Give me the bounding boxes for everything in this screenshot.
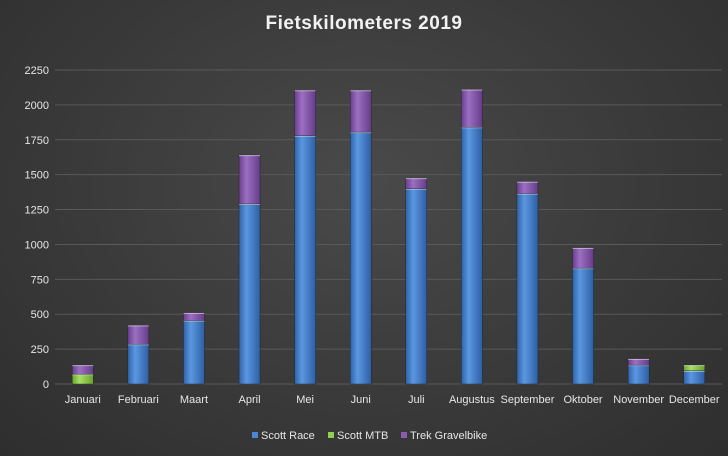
- legend-swatch: [328, 432, 334, 438]
- y-tick-label: 1500: [25, 170, 49, 182]
- y-tick-label: 2250: [25, 65, 49, 77]
- bar-trek-gravelbike: [183, 312, 205, 321]
- legend-swatch: [401, 432, 407, 438]
- legend-label: Scott MTB: [337, 430, 388, 442]
- bar-trek-gravelbike: [127, 325, 150, 345]
- bar-scott-race: [683, 370, 705, 385]
- bar-scott-race: [127, 344, 150, 385]
- bar-trek-gravelbike: [350, 90, 372, 133]
- y-tick-label: 1000: [25, 239, 49, 251]
- x-tick-label: Augustus: [449, 394, 495, 406]
- y-tick-label: 500: [31, 309, 49, 321]
- bar-trek-gravelbike: [72, 364, 94, 375]
- x-axis-tick-labels: Januari Februari Maart April Mei Juni Juli Augu…: [65, 394, 720, 406]
- bar-scott-race: [461, 127, 483, 385]
- bar-trek-gravelbike: [238, 154, 261, 205]
- bars: [72, 89, 705, 385]
- bar-scott-race: [238, 203, 261, 385]
- bar-scott-race: [516, 193, 539, 385]
- bar-scott-race: [183, 320, 205, 385]
- bar-trek-gravelbike: [294, 90, 316, 136]
- bar-scott-race: [572, 267, 594, 385]
- legend-label: Trek Gravelbike: [410, 430, 487, 442]
- x-tick-label: Mei: [296, 394, 314, 406]
- x-tick-label: Januari: [65, 394, 101, 406]
- legend-label: Scott Race: [261, 430, 315, 442]
- chart-title: Fietskilometers 2019: [266, 13, 463, 34]
- y-tick-label: 1250: [25, 205, 49, 217]
- bar-trek-gravelbike: [405, 177, 427, 189]
- x-tick-label: Februari: [118, 394, 159, 406]
- y-tick-label: 250: [31, 344, 49, 356]
- x-tick-label: December: [669, 394, 720, 406]
- bar-scott-race: [294, 135, 316, 385]
- y-tick-label: 0: [43, 379, 49, 391]
- x-tick-label: November: [613, 394, 664, 406]
- bar-scott-mtb: [72, 374, 94, 385]
- x-tick-label: Juni: [351, 394, 371, 406]
- y-tick-label: 2000: [25, 100, 49, 112]
- y-tick-label: 750: [31, 274, 49, 286]
- bar-scott-race: [405, 188, 427, 385]
- x-tick-label: Juli: [408, 394, 425, 406]
- bar-scott-race: [350, 131, 372, 385]
- gridlines: [55, 69, 722, 385]
- bar-trek-gravelbike: [572, 247, 594, 269]
- bar-trek-gravelbike: [461, 89, 483, 128]
- bar-scott-race: [627, 364, 650, 385]
- legend-swatch: [252, 432, 258, 438]
- x-tick-label: Maart: [180, 394, 208, 406]
- legend: Scott Race Scott MTB Trek Gravelbike: [252, 430, 487, 442]
- x-tick-label: September: [501, 394, 555, 406]
- y-tick-label: 1750: [25, 135, 49, 147]
- y-axis-tick-labels: 0 250 500 750 1000 1250 1500 1750 2000 2250: [25, 65, 49, 391]
- x-tick-label: Oktober: [563, 394, 602, 406]
- x-tick-label: April: [239, 394, 261, 406]
- bar-trek-gravelbike: [516, 181, 539, 194]
